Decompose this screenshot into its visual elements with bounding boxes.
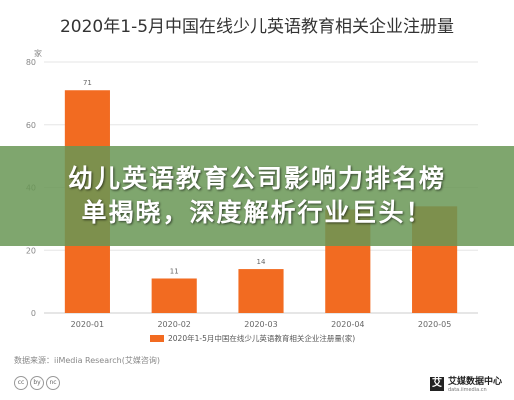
- x-tick-label: 2020-01: [71, 320, 104, 329]
- license-badges: cc by nc: [14, 376, 60, 390]
- chart-title: 2020年1-5月中国在线少儿英语教育相关企业注册量: [59, 17, 455, 37]
- data-label: 11: [170, 267, 179, 275]
- logo-name: 艾媒数据中心: [447, 377, 502, 387]
- data-label: 71: [83, 79, 92, 87]
- brand-logo: 艾 艾媒数据中心 data.iimedia.cn: [429, 374, 502, 393]
- y-tick-label: 60: [26, 121, 36, 130]
- x-tick-label: 2020-02: [157, 320, 190, 329]
- x-tick-label: 2020-03: [244, 320, 277, 329]
- banner-line-1: 幼儿英语教育公司影响力排名榜: [67, 164, 446, 193]
- source-note: 数据来源：iiMedia Research(艾媒咨询): [14, 356, 160, 365]
- cc-badge: cc: [14, 376, 28, 390]
- legend-label: 2020年1-5月中国在线少儿英语教育相关企业注册量(家): [168, 333, 355, 343]
- by-badge: by: [30, 376, 44, 390]
- bar: [238, 269, 284, 313]
- bars: [64, 90, 458, 313]
- x-tick-label: 2020-04: [331, 320, 364, 329]
- y-tick-label: 20: [26, 246, 36, 255]
- y-axis-unit: 家: [34, 49, 42, 58]
- legend-swatch: [150, 335, 164, 342]
- overlay-banner: 幼儿英语教育公司影响力排名榜 单揭晓，深度解析行业巨头！: [0, 146, 514, 246]
- bar: [151, 278, 197, 313]
- y-tick-label: 0: [31, 309, 36, 318]
- x-tick-label: 2020-05: [418, 320, 451, 329]
- logo-mark: 艾: [429, 376, 444, 391]
- data-label: 14: [257, 258, 266, 266]
- logo-url: data.iimedia.cn: [447, 387, 487, 393]
- banner-line-2: 单揭晓，深度解析行业巨头！: [81, 198, 433, 227]
- nc-badge: nc: [46, 376, 60, 390]
- tick-labels: 020406080712020-01112020-02142020-032020…: [26, 58, 452, 329]
- y-tick-label: 80: [26, 58, 36, 67]
- legend: 2020年1-5月中国在线少儿英语教育相关企业注册量(家): [150, 333, 355, 343]
